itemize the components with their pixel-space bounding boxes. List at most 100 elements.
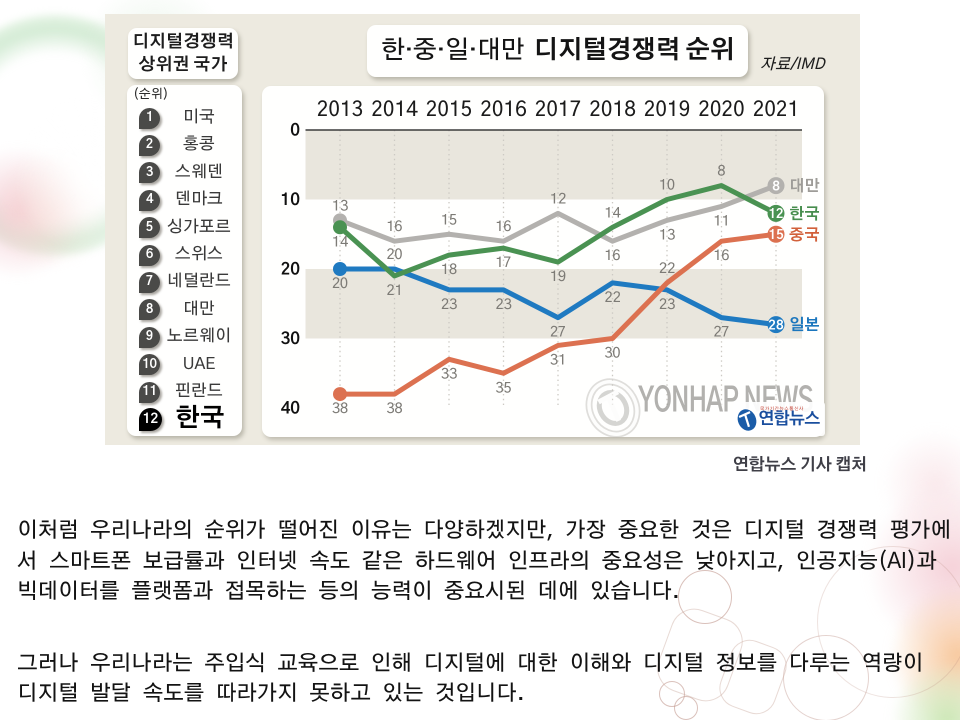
value-label: 20 — [386, 247, 402, 262]
x-tick-2014: 2014 — [371, 100, 418, 121]
value-label: 15 — [441, 212, 457, 227]
y-tick-20: 20 — [281, 262, 301, 279]
x-tick-2013: 2013 — [317, 100, 363, 121]
chart-band — [305, 269, 802, 339]
start-dot-일본 — [333, 262, 347, 276]
rank-badge: 1 — [139, 107, 160, 129]
rank-badge: 11 — [139, 381, 160, 403]
start-dot-한국 — [333, 220, 347, 235]
paragraph-1: 이처럼 우리나라의 순위가 떨어진 이유는 다양하겠지만, 가장 중요한 것은 … — [17, 517, 951, 609]
rank-badge: 7 — [139, 271, 160, 293]
svg-text:28: 28 — [768, 318, 784, 332]
body-line: 그러나 우리나라는 주입식 교육으로 인해 디지털에 대한 이해와 디지털 정보… — [17, 653, 924, 675]
value-label: 23 — [441, 297, 457, 312]
x-tick-2017: 2017 — [535, 100, 581, 121]
value-label: 14 — [332, 234, 349, 249]
ranking-item-9: 9 노르웨이 — [127, 326, 242, 348]
value-label: 23 — [495, 297, 511, 312]
value-label: 31 — [550, 352, 566, 367]
value-label: 14 — [604, 205, 621, 220]
x-tick-2018: 2018 — [589, 100, 635, 121]
chart-title-prefix: 한·중·일·대만 — [380, 38, 525, 64]
sidebar-header-line1: 디지털경쟁력 — [132, 34, 234, 51]
value-label: 20 — [332, 276, 348, 291]
rank-badge: 3 — [139, 162, 160, 184]
image-caption: 연합뉴스 기사 캡처 — [732, 458, 867, 474]
country-name: 스위스 — [174, 247, 224, 263]
line-일본 — [337, 266, 779, 328]
end-badge-중국: 15 중국 — [767, 225, 820, 244]
svg-text:15: 15 — [768, 228, 783, 242]
value-label: 19 — [550, 269, 566, 284]
x-tick-2020: 2020 — [698, 100, 744, 121]
start-dot-중국 — [333, 387, 347, 402]
country-name: UAE — [182, 356, 216, 373]
value-label: 16 — [386, 219, 403, 234]
country-name: 노르웨이 — [166, 329, 232, 346]
rank-badge: 12 — [139, 407, 162, 431]
rank-badge: 4 — [139, 189, 160, 211]
value-label: 12 — [550, 191, 566, 206]
sidebar-header: 디지털경쟁력 상위권 국가 — [128, 28, 238, 79]
y-tick-30: 30 — [281, 331, 301, 348]
sidebar-unit-label: (순위) — [133, 88, 169, 101]
body-text: 이처럼 우리나라의 순위가 떨어진 이유는 다양하겠지만, 가장 중요한 것은 … — [17, 517, 951, 711]
country-name: 덴마크 — [174, 192, 224, 209]
rank-badge: 6 — [139, 244, 160, 266]
svg-text:12: 12 — [768, 207, 783, 221]
rank-badge: 8 — [139, 299, 160, 321]
rank-badge: 5 — [139, 217, 160, 239]
country-name: 네덜란드 — [166, 274, 232, 291]
chart-title-box: 한·중·일·대만 디지털경쟁력 순위 — [367, 25, 748, 77]
ranking-item-8: 8 대만 — [127, 299, 242, 321]
svg-text:일본: 일본 — [789, 316, 820, 334]
value-label: 38 — [386, 401, 403, 416]
chart-card: 2013 2014 2015 2016 2017 2018 2019 2020 2021 0 10 2… — [262, 86, 824, 437]
paragraph-2: 그러나 우리나라는 주입식 교육으로 인해 디지털에 대한 이해와 디지털 정보… — [17, 650, 945, 711]
value-label: 23 — [659, 297, 675, 312]
value-label: 16 — [495, 219, 512, 234]
rank-badge: 2 — [139, 134, 160, 156]
body-line: 서 스마트폰 보급률과 인터넷 속도 같은 하드웨어 인프라의 중요성은 낮아지… — [17, 551, 937, 573]
line-대만 — [337, 183, 779, 244]
y-tick-0: 0 — [290, 123, 300, 140]
end-badge-한국: 12 한국 — [767, 204, 820, 223]
line-중국 — [337, 231, 779, 397]
chart-source-label: 자료/IMD — [760, 58, 825, 73]
value-label: 10 — [659, 178, 675, 193]
country-name: 홍콩 — [182, 137, 216, 154]
value-label: 27 — [550, 325, 566, 340]
ranking-item-1: 1 미국 — [127, 107, 242, 129]
y-tick-10: 10 — [281, 192, 301, 209]
country-name: 대만 — [182, 301, 216, 318]
value-label: 38 — [332, 401, 349, 416]
country-name: 한국 — [175, 406, 225, 432]
value-label: 16 — [604, 248, 621, 263]
ranking-item-12: 12 한국 — [127, 407, 242, 432]
value-label: 35 — [495, 380, 511, 395]
ranking-line-chart: 2013 2014 2015 2016 2017 2018 2019 2020 20210102… — [281, 100, 820, 418]
value-label: 30 — [604, 346, 620, 361]
value-label: 8 — [717, 164, 726, 179]
ranking-item-11: 11 핀란드 — [127, 381, 242, 403]
rank-badge: 9 — [139, 326, 160, 348]
rank-badge: 10 — [139, 354, 160, 376]
value-label: 11 — [713, 213, 729, 228]
sidebar-ranking-list: (순위) 1 미국 2 홍콩 3 스웨덴 4 덴마크 5 싱가포르 6 스위스 7 네덜란드 8 대만 9 노르웨… — [127, 85, 242, 436]
end-badge-일본: 28 일본 — [767, 316, 820, 334]
infographic-panel: 디지털경쟁력 상위권 국가 (순위) 1 미국 2 홍콩 3 스웨덴 4 덴마크 5 싱가포르 6 스… — [105, 14, 860, 445]
ranking-item-3: 3 스웨덴 — [127, 162, 242, 184]
body-line: 이처럼 우리나라의 순위가 떨어진 이유는 다양하겠지만, 가장 중요한 것은 … — [17, 521, 951, 542]
end-badge-대만: 8 대만 — [767, 177, 820, 195]
svg-text:8: 8 — [772, 179, 780, 193]
x-tick-2016: 2016 — [480, 100, 526, 121]
value-label: 27 — [713, 325, 729, 340]
value-label: 33 — [441, 366, 457, 381]
country-name: 미국 — [182, 110, 216, 126]
value-label: 22 — [659, 261, 675, 276]
ranking-item-2: 2 홍콩 — [127, 134, 242, 156]
y-tick-40: 40 — [281, 401, 301, 418]
ranking-item-4: 4 덴마크 — [127, 189, 242, 211]
x-tick-2019: 2019 — [644, 100, 690, 121]
